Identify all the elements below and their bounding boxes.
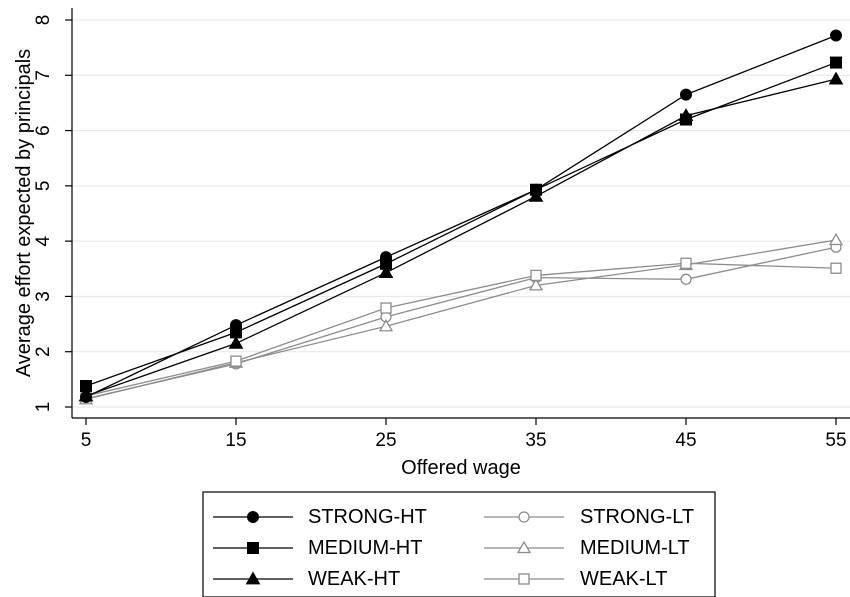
- series-line: [85, 61, 837, 387]
- series-line: [85, 262, 837, 397]
- legend-label: WEAK-LT: [580, 568, 667, 590]
- y-axis-label: Average effort expected by principals: [13, 49, 35, 377]
- legend-marker: [518, 573, 530, 585]
- data-point: [528, 278, 544, 291]
- legend-item-weak-ht: WEAK-HT: [213, 568, 400, 590]
- x-tick-label: 25: [375, 430, 396, 451]
- legend-item-strong-ht: STRONG-HT: [213, 506, 427, 528]
- x-tick-label: 15: [225, 430, 246, 451]
- legend-label: MEDIUM-HT: [308, 537, 422, 559]
- y-tick-label: 8: [33, 15, 54, 26]
- legend-item-strong-lt: STRONG-LT: [484, 506, 694, 528]
- data-point: [680, 273, 692, 285]
- data-point: [828, 232, 844, 246]
- data-point: [830, 56, 842, 69]
- legend-item-weak-lt: WEAK-LT: [484, 568, 667, 590]
- legend-marker: [245, 571, 261, 585]
- data-point: [680, 257, 692, 269]
- series-medium-ht: [80, 56, 842, 392]
- y-tick-label: 5: [33, 181, 54, 192]
- data-point: [378, 265, 394, 279]
- series-weak-lt: [80, 257, 842, 402]
- legend-marker: [247, 511, 259, 523]
- series-medium-lt: [78, 232, 844, 405]
- data-point: [380, 302, 392, 314]
- y-tick-label: 4: [33, 235, 54, 246]
- data-point: [828, 71, 844, 85]
- data-point: [830, 29, 842, 42]
- data-point: [378, 318, 394, 332]
- series-line: [85, 239, 837, 400]
- legend-label: STRONG-HT: [308, 506, 427, 528]
- legend-marker: [518, 511, 530, 523]
- legend-marker: [247, 542, 259, 554]
- legend-label: STRONG-LT: [580, 506, 694, 528]
- y-tick-label: 3: [33, 291, 54, 302]
- data-point: [678, 108, 694, 122]
- legend-label: MEDIUM-LT: [580, 537, 690, 559]
- series-strong-lt: [80, 241, 842, 405]
- x-tick-label: 5: [81, 430, 92, 451]
- data-point: [830, 262, 842, 274]
- legend-item-medium-ht: MEDIUM-HT: [213, 537, 422, 559]
- legend-marker: [516, 540, 532, 554]
- x-tick-label: 55: [825, 430, 846, 451]
- data-point: [78, 388, 94, 402]
- data-point: [228, 335, 244, 349]
- series-line: [85, 34, 837, 398]
- series-group: [78, 29, 844, 405]
- x-axis-label: Offered wage: [401, 457, 521, 479]
- data-point: [230, 355, 242, 367]
- data-point: [530, 269, 542, 282]
- y-tick-label: 2: [33, 346, 54, 357]
- series-weak-ht: [78, 71, 844, 402]
- x-tick-label: 35: [525, 430, 546, 451]
- legend: STRONG-HT MEDIUM-HT WEAK-HT STRONG-LT MEDIUM…: [202, 491, 716, 597]
- y-tick-label: 7: [33, 70, 54, 81]
- series-line: [85, 78, 837, 397]
- legend-label: WEAK-HT: [308, 568, 400, 590]
- y-tick-label: 6: [33, 125, 54, 136]
- x-tick-label: 45: [675, 430, 696, 451]
- data-point: [680, 88, 692, 101]
- y-tick-label: 1: [33, 402, 54, 413]
- legend-item-medium-lt: MEDIUM-LT: [484, 537, 690, 559]
- grid-lines: [72, 19, 850, 408]
- series-line: [85, 246, 837, 400]
- data-point: [528, 188, 544, 202]
